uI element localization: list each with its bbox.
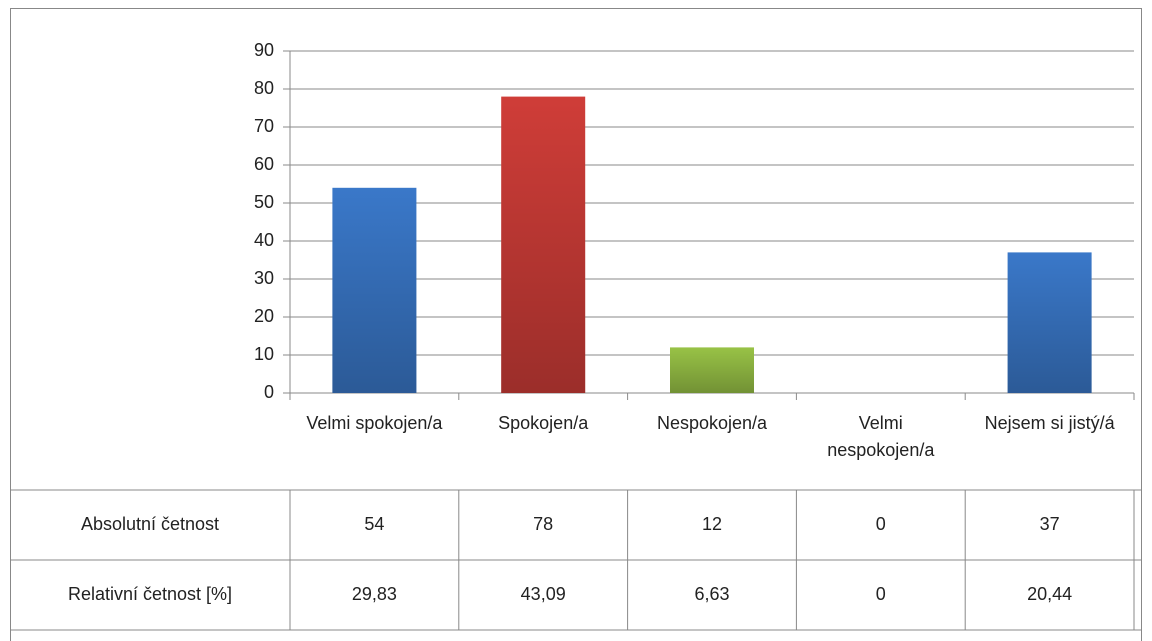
- x-tick-label: Nejsem si jistý/á: [984, 413, 1115, 433]
- cell: 29,83: [352, 584, 397, 604]
- cell: 37: [1040, 514, 1060, 534]
- cell: 54: [364, 514, 384, 534]
- cell: 0: [876, 584, 886, 604]
- x-tick-label: Velmi spokojen/a: [306, 413, 443, 433]
- cell: 0: [876, 514, 886, 534]
- frame: [10, 8, 1142, 641]
- cell: 43,09: [521, 584, 566, 604]
- y-tick-label: 30: [254, 268, 274, 288]
- cell: 78: [533, 514, 553, 534]
- y-tick-label: 50: [254, 192, 274, 212]
- bar-shade: [501, 96, 586, 393]
- y-tick-label: 60: [254, 154, 274, 174]
- cell: 6,63: [694, 584, 729, 604]
- row-label: Absolutní četnost: [81, 514, 219, 534]
- cell: 12: [702, 514, 722, 534]
- y-tick-label: 70: [254, 116, 274, 136]
- y-tick-label: 40: [254, 230, 274, 250]
- y-tick-label: 20: [254, 306, 274, 326]
- bar-shade: [1007, 252, 1092, 393]
- cell: 20,44: [1027, 584, 1072, 604]
- x-tick-label: Nespokojen/a: [656, 413, 768, 433]
- bar-shade: [332, 187, 417, 393]
- y-tick-label: 90: [254, 40, 274, 60]
- x-tick-label: Velmi nespokojen/a: [827, 413, 935, 460]
- x-tick-label: Spokojen/a: [498, 413, 589, 433]
- bar-shade: [670, 347, 754, 393]
- y-tick-label: 0: [264, 382, 274, 402]
- y-tick-label: 10: [254, 344, 274, 364]
- row-label: Relativní četnost [%]: [68, 584, 232, 604]
- y-tick-label: 80: [254, 78, 274, 98]
